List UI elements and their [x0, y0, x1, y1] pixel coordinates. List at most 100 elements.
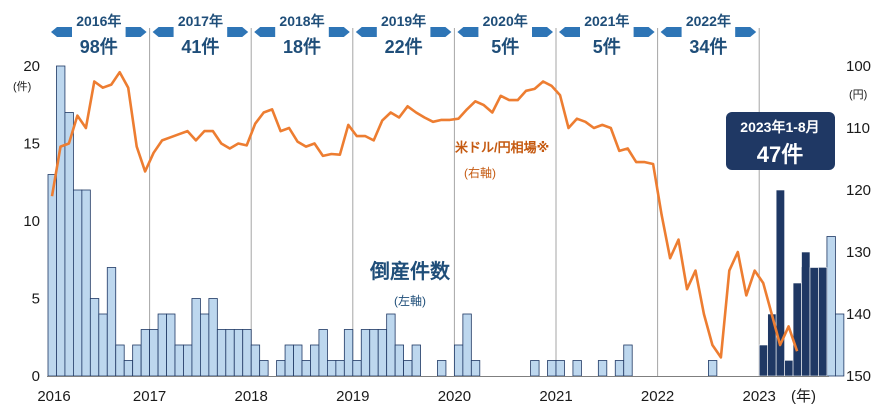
bar [343, 329, 354, 377]
bar [310, 344, 320, 377]
banner-count: 18件 [283, 36, 321, 57]
bar [326, 360, 337, 377]
arrow-right-icon [328, 27, 350, 37]
bar [233, 329, 244, 377]
arrow-right-icon [125, 27, 147, 37]
bar [352, 360, 362, 377]
bar [411, 344, 421, 377]
x-axis: 2016 2017 2018 2019 2020 2021 2022 2023 [37, 388, 776, 405]
bar [453, 344, 464, 377]
banner-count: 98件 [80, 36, 118, 57]
bar [394, 344, 404, 377]
bar [149, 329, 159, 377]
bar [56, 65, 66, 377]
bar-2023 [801, 251, 811, 377]
bar [547, 360, 557, 377]
bar [106, 267, 117, 377]
arrow-left-icon [152, 27, 174, 37]
right-tick-label: 130 [846, 244, 871, 261]
bar [132, 344, 142, 377]
arrow-left-icon [559, 27, 580, 37]
bar [835, 313, 845, 377]
x-tick-label: 2023 [743, 388, 776, 405]
bar [64, 112, 74, 377]
banner-count: 34件 [689, 36, 727, 57]
bar [183, 344, 193, 377]
left-axis-unit: (件) [13, 80, 31, 93]
bar [377, 329, 388, 377]
bar [572, 360, 582, 377]
bar-series-axis-note: (左軸) [394, 293, 426, 308]
banner-year: 2020年 [483, 13, 528, 29]
bar [225, 329, 235, 377]
bar [555, 360, 565, 377]
callout-box [726, 112, 835, 170]
bar-2023 [818, 267, 828, 377]
bar [318, 329, 328, 377]
arrow-right-icon [430, 27, 452, 37]
arrow-left-icon [355, 27, 377, 37]
bar [208, 298, 218, 377]
banner-count: 22件 [385, 36, 423, 57]
banner-count: 5件 [593, 36, 621, 57]
arrow-right-icon [227, 27, 249, 37]
year-banner: 2021年 5件 [559, 13, 655, 57]
right-axis-unit: (円) [849, 89, 867, 101]
bar-2023 [784, 360, 794, 377]
bar [166, 313, 176, 377]
bar [115, 344, 125, 377]
bar [284, 344, 294, 377]
year-banner: 2022年 34件 [660, 13, 757, 57]
bar [360, 329, 371, 377]
banner-year: 2021年 [584, 13, 629, 29]
callout-2023: 2023年1-8月 47件 [726, 112, 835, 170]
arrow-left-icon [254, 27, 276, 37]
x-tick-label: 2018 [235, 388, 268, 405]
left-tick-label: 15 [23, 136, 40, 153]
right-tick-label: 120 [846, 182, 871, 199]
left-tick-label: 5 [32, 291, 40, 308]
arrow-left-icon [660, 27, 682, 37]
arrow-right-icon [532, 27, 553, 37]
x-tick-label: 2022 [641, 388, 674, 405]
banner-year: 2019年 [381, 13, 426, 29]
callout-period: 2023年1-8月 [740, 119, 819, 135]
left-tick-label: 20 [23, 58, 40, 75]
left-axis: 0 5 10 15 20 [23, 58, 40, 385]
bar-series-label: 倒産件数 [369, 259, 451, 283]
year-banner: 2018年 18件 [254, 13, 350, 57]
bar [73, 189, 83, 377]
year-banner: 2016年 98件 [51, 13, 147, 57]
line-series-label: 米ドル/円相場※ [455, 140, 549, 155]
bar-2023 [792, 282, 802, 377]
bar [81, 189, 91, 377]
bar [369, 329, 379, 377]
x-tick-label: 2017 [133, 388, 166, 405]
bar-2023 [775, 189, 785, 377]
bar [47, 174, 57, 377]
bar [386, 313, 396, 377]
arrow-right-icon [633, 27, 655, 37]
bar [140, 329, 150, 377]
bar [614, 360, 625, 377]
left-tick-label: 10 [23, 213, 40, 230]
banner-year: 2022年 [686, 13, 731, 29]
year-banners: 2016年98件2017年41件2018年18件2019年22件2020年5件2… [51, 13, 757, 57]
bar [250, 344, 261, 377]
arrow-left-icon [457, 27, 479, 37]
bar [335, 360, 345, 377]
bar [157, 313, 167, 377]
bar [89, 298, 100, 377]
usd-jpy-line [50, 70, 799, 359]
bar [293, 344, 303, 377]
right-tick-label: 110 [846, 120, 870, 137]
bar-2023 [809, 267, 819, 377]
left-tick-label: 0 [32, 368, 40, 385]
bar [530, 360, 540, 377]
bar [462, 313, 472, 377]
right-tick-label: 100 [846, 58, 871, 75]
banner-year: 2017年 [178, 13, 223, 29]
bar [174, 344, 184, 377]
bar [301, 360, 311, 377]
arrow-right-icon [735, 27, 757, 37]
